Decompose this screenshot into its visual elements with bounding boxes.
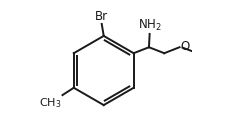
Text: CH$_3$: CH$_3$: [39, 96, 62, 110]
Text: NH$_2$: NH$_2$: [138, 18, 162, 33]
Text: Br: Br: [94, 10, 108, 23]
Text: O: O: [180, 40, 190, 53]
